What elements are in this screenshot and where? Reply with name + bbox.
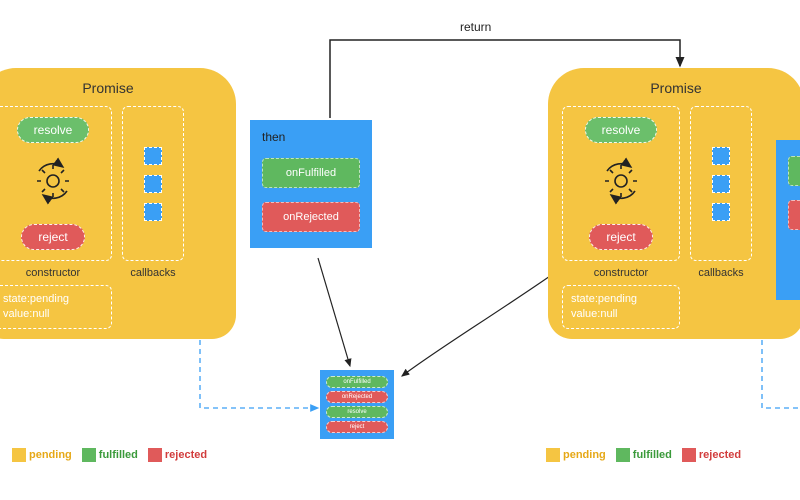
then-box-1: then onFulfilled onRejected — [250, 120, 372, 248]
onfulfilled-pill: on — [788, 156, 800, 186]
reject-pill: reject — [589, 224, 652, 250]
gear-icon — [25, 153, 81, 214]
onrejected-pill: on — [788, 200, 800, 230]
constructor-label: constructor — [0, 267, 112, 279]
callback-slot — [144, 203, 162, 221]
constructor-label: constructor — [562, 267, 680, 279]
mini-onfulfilled: onFulfilled — [326, 376, 388, 388]
legend-fulfilled: fulfilled — [82, 448, 138, 462]
promise-box-2: Promise resolve reject const — [548, 68, 800, 339]
value-line: value:null — [571, 307, 671, 322]
callback-slot — [144, 175, 162, 193]
callbacks-label: callbacks — [690, 267, 752, 279]
resolve-pill: resolve — [585, 117, 658, 143]
state-box: state:pending value:null — [0, 285, 112, 329]
legend-rejected: rejected — [148, 448, 207, 462]
callback-slot — [712, 175, 730, 193]
callbacks-label: callbacks — [122, 267, 184, 279]
dash-callbacks1-to-mini — [200, 340, 318, 408]
onfulfilled-pill: onFulfilled — [262, 158, 360, 188]
legend-2: pending fulfilled rejected — [546, 448, 741, 462]
callbacks-column — [122, 106, 184, 261]
then-title: then — [262, 130, 360, 144]
reject-pill: reject — [21, 224, 84, 250]
arrow-onrejected-to-mini — [318, 258, 350, 366]
mini-onrejected: onRejected — [326, 391, 388, 403]
legend-pending: pending — [546, 448, 606, 462]
constructor-column: resolve reject — [562, 106, 680, 261]
gear-icon — [593, 153, 649, 214]
constructor-column: resolve reject — [0, 106, 112, 261]
resolve-pill: resolve — [17, 117, 90, 143]
callbacks-column — [690, 106, 752, 261]
mini-resolve: resolve — [326, 406, 388, 418]
dash-callbacks2-out — [762, 340, 800, 408]
callback-slot — [712, 203, 730, 221]
value-line: value:null — [3, 307, 103, 322]
return-label: return — [460, 20, 491, 34]
onrejected-pill: onRejected — [262, 202, 360, 232]
then-box-2: on on — [776, 140, 800, 300]
legend-pending: pending — [12, 448, 72, 462]
promise-title: Promise — [0, 80, 222, 96]
callback-slot — [144, 147, 162, 165]
state-line: state:pending — [571, 292, 671, 307]
mini-reject: reject — [326, 421, 388, 433]
callback-slot — [712, 147, 730, 165]
legend-1: pending fulfilled rejected — [12, 448, 207, 462]
promise-box-1: Promise resolve reject const — [0, 68, 236, 339]
state-line: state:pending — [3, 292, 103, 307]
legend-rejected: rejected — [682, 448, 741, 462]
legend-fulfilled: fulfilled — [616, 448, 672, 462]
state-box: state:pending value:null — [562, 285, 680, 329]
mini-callback-box: onFulfilled onRejected resolve reject — [320, 370, 394, 439]
promise-title: Promise — [562, 80, 790, 96]
